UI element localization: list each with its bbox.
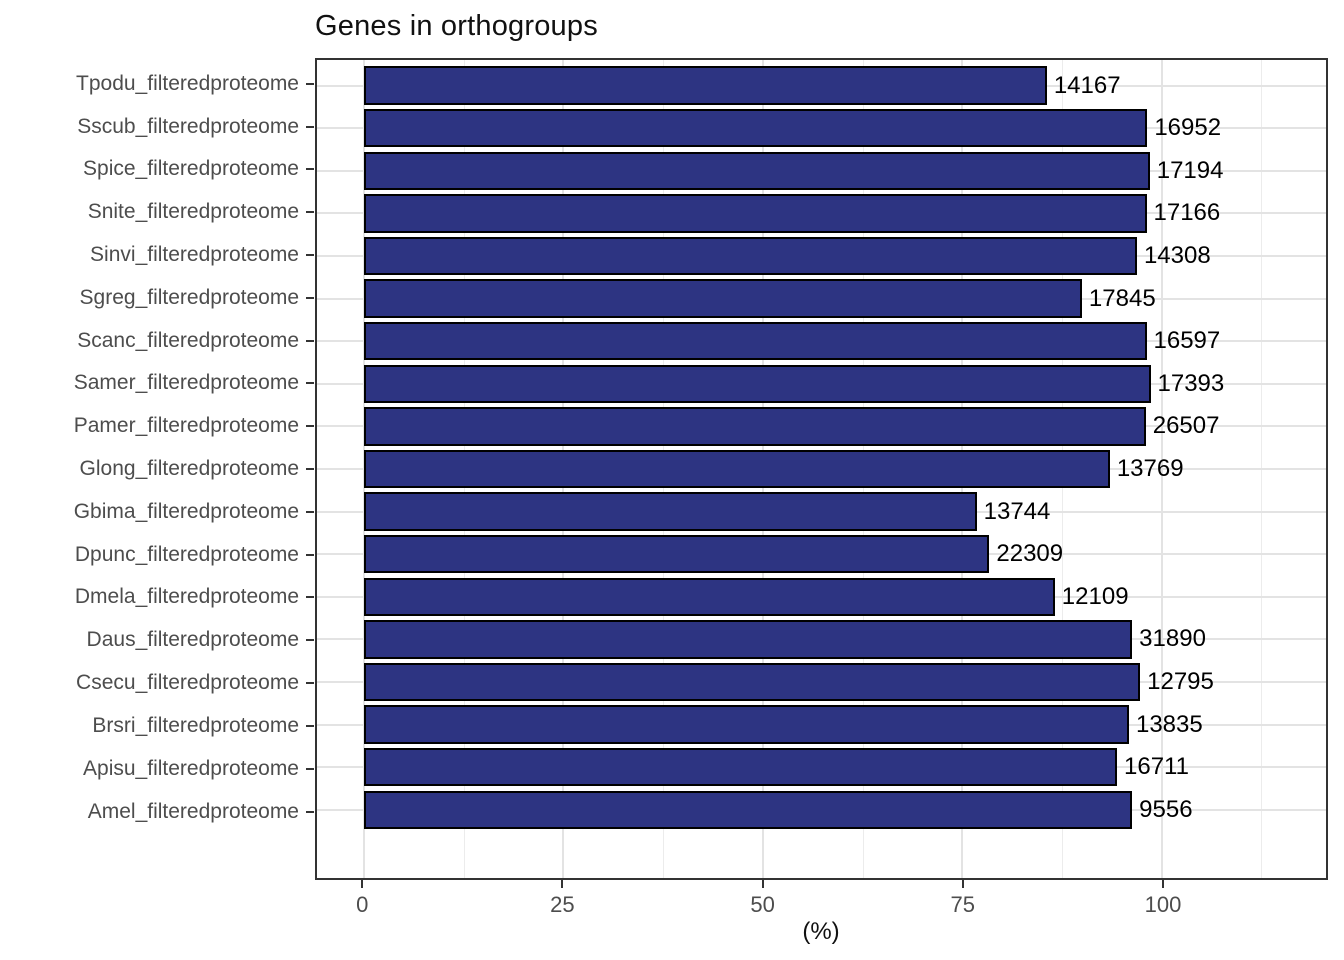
x-tick-mark (561, 880, 564, 888)
y-axis-tick-label: Glong_filteredproteome (79, 457, 299, 480)
y-axis-tick-label: Daus_filteredproteome (86, 628, 299, 652)
y-axis-tick-label: Sscub_filteredproteome (77, 114, 299, 138)
bar (364, 620, 1133, 659)
y-axis-tick-label: Sinvi_filteredproteome (90, 242, 299, 266)
x-axis-title: (%) (802, 918, 840, 945)
plot-panel: 14167 16952 17194 17166 14308 17845 16597 17393… (315, 58, 1328, 880)
bar (364, 279, 1082, 318)
y-tick-mark (306, 125, 314, 128)
y-axis-tick-label: Spice_filteredproteome (83, 157, 299, 181)
bar-value-label: 17194 (1156, 156, 1224, 184)
bar (364, 790, 1133, 829)
y-tick-mark (306, 810, 314, 813)
y-tick-mark (306, 596, 314, 599)
bar (364, 364, 1151, 403)
bar-value-label: 9556 (1139, 795, 1193, 823)
chart-title: Genes in orthogroups (315, 10, 598, 42)
x-axis-tick-label: 75 (950, 892, 976, 917)
bar-value-label: 26507 (1152, 412, 1220, 440)
bar-value-label: 22309 (996, 540, 1064, 568)
bar-value-label: 16711 (1124, 753, 1189, 781)
y-tick-mark (306, 682, 314, 685)
bar-value-label: 14167 (1053, 71, 1121, 99)
bar (364, 407, 1146, 446)
bar-value-label: 31890 (1139, 625, 1206, 653)
bar-value-label: 12109 (1061, 582, 1129, 610)
bar-value-label: 13744 (983, 497, 1051, 525)
y-tick-mark (306, 425, 314, 428)
y-axis-tick-label: Pamer_filteredproteome (73, 414, 299, 438)
x-tick-mark (961, 880, 964, 888)
bar (364, 492, 977, 531)
y-axis-tick-label: Amel_filteredproteome (87, 799, 299, 823)
y-tick-mark (306, 724, 314, 727)
y-tick-mark (306, 296, 314, 299)
y-axis-tick-label: Csecu_filteredproteome (76, 671, 299, 695)
y-tick-mark (306, 767, 314, 770)
x-axis-tick-label: 25 (550, 892, 575, 917)
y-tick-mark (306, 510, 314, 513)
bar (364, 236, 1137, 276)
y-tick-mark (306, 168, 314, 171)
y-axis-tick-label: Brsri_filteredproteome (92, 713, 299, 737)
y-axis-tick-label: Dpunc_filteredproteome (74, 542, 299, 566)
y-axis-tick-label: Sgreg_filteredproteome (79, 285, 299, 309)
bar (364, 748, 1117, 787)
bar-value-label: 14308 (1143, 241, 1211, 269)
bar (364, 194, 1147, 233)
bar (364, 662, 1141, 702)
x-tick-mark (761, 880, 764, 888)
y-axis-tick-label: Samer_filteredproteome (73, 371, 299, 395)
y-axis-tick-label: Apisu_filteredproteome (83, 756, 299, 780)
bar (364, 66, 1047, 105)
bar (364, 535, 990, 574)
bar (364, 322, 1147, 361)
x-axis-tick-label: 100 (1144, 892, 1182, 917)
y-tick-mark (306, 339, 314, 342)
y-tick-mark (306, 382, 314, 385)
bar-value-label: 16952 (1154, 114, 1222, 142)
bar-value-label: 17393 (1157, 369, 1225, 397)
bar-value-label: 13769 (1116, 455, 1184, 482)
y-axis-tick-label: Snite_filteredproteome (87, 200, 299, 224)
y-axis-tick-label: Dmela_filteredproteome (74, 585, 299, 609)
bar-value-label: 12795 (1147, 668, 1214, 696)
y-tick-mark (306, 468, 314, 470)
y-tick-mark (306, 82, 314, 85)
x-axis-tick-label: 50 (750, 892, 775, 917)
y-tick-mark (306, 553, 314, 556)
bar (364, 577, 1055, 616)
y-tick-mark (306, 211, 314, 214)
bar (364, 108, 1148, 148)
bar-value-label: 13835 (1135, 710, 1203, 738)
y-axis-tick-label: Scanc_filteredproteome (77, 328, 299, 352)
x-tick-mark (1162, 880, 1164, 888)
x-tick-mark (361, 880, 364, 888)
y-axis-tick-label: Gbima_filteredproteome (73, 499, 299, 523)
x-axis-tick-label: 0 (356, 892, 369, 917)
bar-value-label: 17166 (1153, 199, 1221, 227)
bar (364, 449, 1110, 489)
bar-value-label: 17845 (1088, 284, 1156, 312)
y-tick-mark (306, 253, 314, 256)
y-axis-tick-label: Tpodu_filteredproteome (76, 71, 299, 95)
y-tick-mark (306, 639, 314, 642)
bar (364, 705, 1129, 744)
bar (364, 151, 1150, 190)
bar-value-label: 16597 (1153, 327, 1221, 355)
